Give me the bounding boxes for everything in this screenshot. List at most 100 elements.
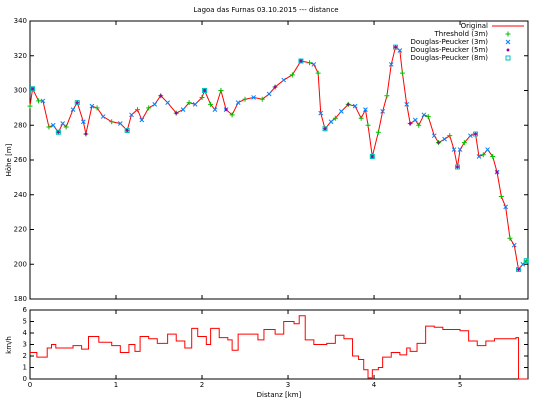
y-axis-label: Höhe [m]	[5, 143, 13, 176]
marker	[352, 103, 358, 109]
marker	[84, 132, 88, 136]
marker	[421, 112, 427, 118]
legend-label: Threshold (3m)	[434, 30, 489, 38]
marker	[408, 122, 412, 126]
marker	[46, 124, 52, 130]
marker	[369, 154, 375, 160]
marker	[332, 115, 338, 121]
y-tick-label: 220	[14, 226, 27, 234]
y-axis-label: km/h	[5, 336, 13, 354]
marker	[36, 98, 42, 104]
marker	[75, 101, 79, 105]
marker	[480, 152, 486, 158]
y-tick-label: 2	[23, 352, 27, 360]
marker	[380, 108, 385, 114]
marker	[447, 133, 453, 139]
marker	[125, 128, 129, 132]
marker	[74, 100, 80, 106]
y-tick-label: 200	[14, 260, 27, 268]
y-tick-label: 340	[14, 17, 27, 25]
marker	[442, 136, 447, 142]
marker	[159, 94, 163, 98]
marker	[517, 267, 521, 271]
marker	[311, 62, 317, 67]
marker	[165, 100, 170, 106]
elevation-line	[29, 46, 527, 271]
marker	[192, 102, 198, 107]
plot-frame	[29, 20, 529, 300]
marker	[490, 154, 496, 160]
marker	[80, 119, 86, 125]
marker	[212, 107, 218, 112]
marker	[393, 44, 399, 50]
marker	[146, 105, 152, 111]
marker	[474, 132, 478, 136]
marker	[242, 96, 248, 102]
y-tick-label: 180	[14, 295, 27, 303]
marker	[375, 129, 381, 135]
marker	[94, 105, 100, 111]
y-tick-label: 260	[14, 156, 27, 164]
y-tick-label: 6	[23, 306, 28, 314]
marker	[397, 48, 403, 53]
marker	[63, 124, 69, 130]
marker	[235, 100, 241, 106]
marker	[455, 165, 459, 169]
marker	[328, 119, 334, 125]
marker	[299, 59, 303, 63]
marker	[476, 154, 482, 159]
marker	[289, 72, 295, 78]
marker	[135, 107, 141, 113]
marker	[511, 242, 517, 248]
marker	[412, 117, 418, 123]
marker	[346, 102, 350, 106]
marker	[224, 108, 228, 112]
x-tick-label: 4	[372, 381, 377, 389]
marker	[339, 108, 344, 114]
marker	[281, 77, 287, 83]
marker	[315, 70, 321, 76]
marker	[202, 88, 208, 93]
marker	[109, 119, 115, 125]
marker	[468, 133, 473, 139]
x-axis-label: Distanz [km]	[257, 391, 302, 399]
marker	[174, 111, 178, 115]
legend-swatch	[505, 31, 511, 37]
marker	[298, 58, 304, 64]
marker	[451, 147, 457, 152]
marker	[273, 85, 277, 89]
legend-label: Douglas-Peucker (5m)	[411, 46, 489, 54]
marker	[139, 117, 145, 123]
marker	[394, 45, 398, 49]
marker	[259, 96, 265, 102]
marker	[50, 122, 56, 128]
marker	[30, 86, 36, 92]
marker	[516, 266, 522, 272]
marker	[503, 204, 508, 210]
marker	[100, 114, 106, 119]
y-tick-label: 280	[14, 121, 27, 129]
y-tick-label: 3	[23, 341, 27, 349]
marker	[27, 103, 33, 109]
marker	[89, 103, 95, 109]
marker	[370, 155, 374, 159]
legend-label: Original	[461, 22, 488, 30]
marker	[416, 122, 422, 128]
marker	[431, 133, 437, 139]
marker	[457, 147, 463, 152]
marker	[40, 98, 46, 104]
y-tick-label: 240	[14, 191, 27, 199]
y-tick-label: 5	[23, 318, 27, 326]
y-tick-label: 0	[23, 375, 27, 383]
marker	[251, 95, 256, 100]
marker	[129, 112, 134, 118]
marker	[507, 235, 513, 241]
y-tick-label: 4	[23, 329, 28, 337]
x-tick-label: 0	[28, 381, 32, 389]
marker	[461, 140, 467, 146]
chart-title: Lagoa das Furnas 03.10.2015 --- distance	[193, 6, 338, 14]
marker	[229, 112, 235, 118]
legend-swatch	[505, 55, 511, 61]
marker	[454, 164, 460, 170]
